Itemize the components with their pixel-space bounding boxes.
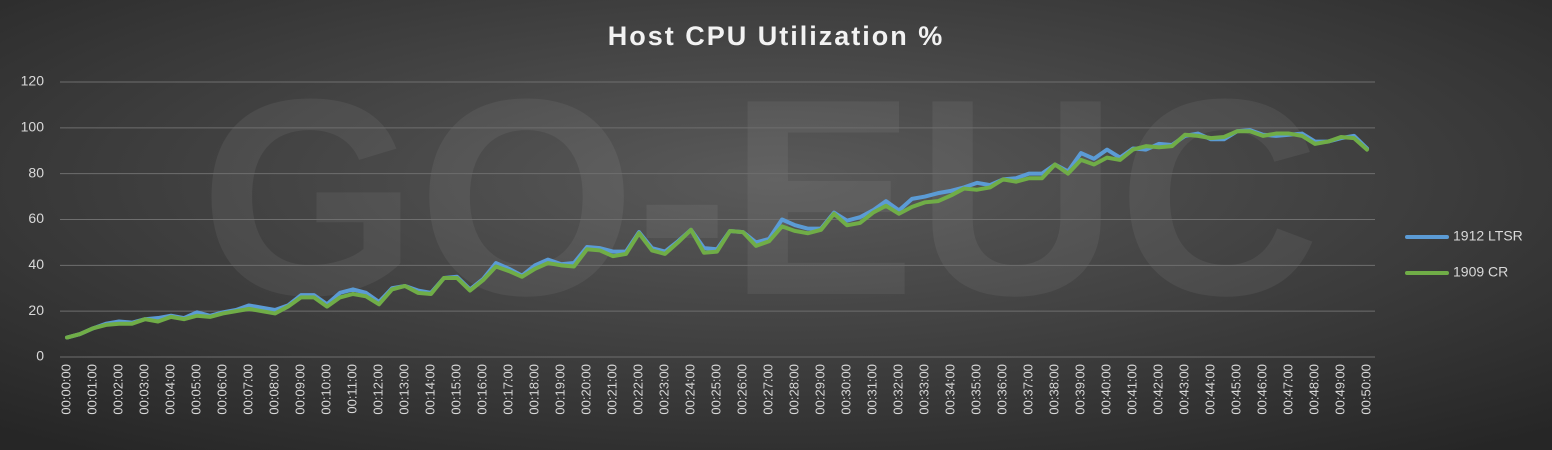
x-tick-label: 00:15:00 <box>448 364 463 415</box>
x-tick-label: 00:19:00 <box>552 364 567 415</box>
x-tick-label: 00:01:00 <box>84 364 99 415</box>
x-tick-label: 00:43:00 <box>1176 364 1191 415</box>
y-tick-label: 20 <box>28 302 44 318</box>
x-tick-label: 00:37:00 <box>1020 364 1035 415</box>
x-tick-label: 00:25:00 <box>708 364 723 415</box>
x-tick-label: 00:42:00 <box>1150 364 1165 415</box>
x-tick-label: 00:20:00 <box>578 364 593 415</box>
x-tick-label: 00:12:00 <box>370 364 385 415</box>
x-tick-label: 00:23:00 <box>656 364 671 415</box>
x-tick-label: 00:40:00 <box>1098 364 1113 415</box>
x-tick-label: 00:31:00 <box>864 364 879 415</box>
x-tick-label: 00:22:00 <box>630 364 645 415</box>
x-tick-label: 00:30:00 <box>838 364 853 415</box>
x-tick-label: 00:29:00 <box>812 364 827 415</box>
series-line <box>65 129 1369 340</box>
x-tick-label: 00:14:00 <box>422 364 437 415</box>
x-tick-label: 00:48:00 <box>1306 364 1321 415</box>
x-tick-label: 00:50:00 <box>1358 364 1373 415</box>
x-tick-label: 00:03:00 <box>136 364 151 415</box>
chart-title: Host CPU Utilization % <box>608 21 945 51</box>
x-tick-label: 00:10:00 <box>318 364 333 415</box>
x-tick-label: 00:32:00 <box>890 364 905 415</box>
x-tick-label: 00:41:00 <box>1124 364 1139 415</box>
x-tick-label: 00:21:00 <box>604 364 619 415</box>
x-tick-label: 00:34:00 <box>942 364 957 415</box>
y-tick-label: 0 <box>36 348 44 364</box>
x-tick-label: 00:17:00 <box>500 364 515 415</box>
x-tick-label: 00:35:00 <box>968 364 983 415</box>
x-tick-label: 00:39:00 <box>1072 364 1087 415</box>
x-tick-label: 00:45:00 <box>1228 364 1243 415</box>
x-tick-label: 00:07:00 <box>240 364 255 415</box>
y-tick-label: 60 <box>28 210 44 226</box>
y-tick-label: 120 <box>21 73 45 89</box>
y-tick-label: 100 <box>21 119 45 135</box>
x-tick-label: 00:05:00 <box>188 364 203 415</box>
x-tick-label: 00:27:00 <box>760 364 775 415</box>
x-tick-label: 00:33:00 <box>916 364 931 415</box>
x-tick-label: 00:04:00 <box>162 364 177 415</box>
x-tick-label: 00:09:00 <box>292 364 307 415</box>
x-tick-label: 00:13:00 <box>396 364 411 415</box>
x-tick-label: 00:47:00 <box>1280 364 1295 415</box>
legend-label: 1912 LTSR <box>1453 228 1523 244</box>
x-tick-label: 00:44:00 <box>1202 364 1217 415</box>
x-tick-label: 00:00:00 <box>58 364 73 415</box>
x-tick-label: 00:26:00 <box>734 364 749 415</box>
x-tick-label: 00:28:00 <box>786 364 801 415</box>
x-tick-label: 00:24:00 <box>682 364 697 415</box>
x-tick-label: 00:06:00 <box>214 364 229 415</box>
y-tick-label: 40 <box>28 256 44 272</box>
x-tick-label: 00:49:00 <box>1332 364 1347 415</box>
legend-label: 1909 CR <box>1453 264 1508 280</box>
x-tick-label: 00:11:00 <box>344 364 359 414</box>
x-tick-label: 00:36:00 <box>994 364 1009 415</box>
watermark: GO-EUC <box>200 42 1320 354</box>
x-tick-label: 00:16:00 <box>474 364 489 415</box>
x-tick-label: 00:08:00 <box>266 364 281 415</box>
x-tick-label: 00:46:00 <box>1254 364 1269 415</box>
x-tick-label: 00:02:00 <box>110 364 125 415</box>
x-tick-label: 00:18:00 <box>526 364 541 415</box>
y-tick-label: 80 <box>28 164 44 180</box>
x-tick-label: 00:38:00 <box>1046 364 1061 415</box>
